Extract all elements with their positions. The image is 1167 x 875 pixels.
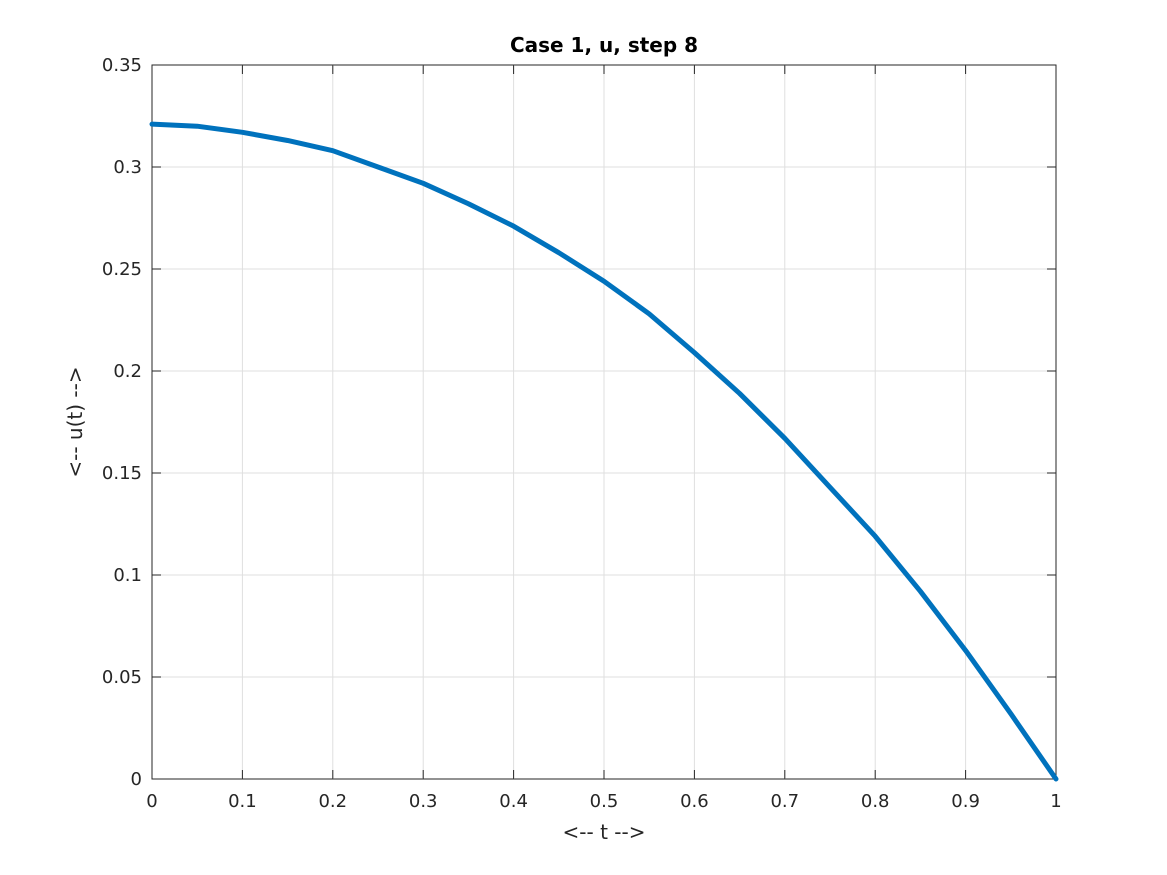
x-tick-label: 0.6 — [680, 791, 709, 812]
series-layer — [149, 121, 1059, 782]
chart-title: Case 1, u, step 8 — [510, 33, 698, 57]
grid — [152, 65, 1056, 779]
y-tick-label: 0.3 — [113, 157, 142, 178]
tick-labels: 0 0.1 0.2 0.3 0.4 0.5 0.6 0.7 0.8 0.9 1 0 0.05 0.1 0.1… — [102, 55, 1062, 812]
x-tick-label: 1 — [1050, 791, 1061, 812]
x-tick-label: 0.4 — [499, 791, 528, 812]
y-tick-label: 0.05 — [102, 667, 142, 688]
x-tick-label: 0.1 — [228, 791, 257, 812]
x-tick-label: 0.8 — [861, 791, 890, 812]
x-axis-label: <-- t --> — [563, 820, 646, 844]
x-tick-label: 0.5 — [590, 791, 619, 812]
y-tick-label: 0.15 — [102, 463, 142, 484]
x-tick-label: 0.3 — [409, 791, 438, 812]
y-tick-label: 0.25 — [102, 259, 142, 280]
y-tick-label: 0.35 — [102, 55, 142, 76]
x-tick-label: 0.7 — [770, 791, 799, 812]
y-tick-label: 0 — [131, 769, 142, 790]
y-tick-label: 0.1 — [113, 565, 142, 586]
axis-ticks — [151, 64, 1057, 780]
x-tick-label: 0 — [146, 791, 157, 812]
y-tick-label: 0.2 — [113, 361, 142, 382]
x-tick-label: 0.9 — [951, 791, 980, 812]
x-tick-label: 0.2 — [318, 791, 347, 812]
series-line — [149, 121, 1059, 782]
y-axis-label: <-- u(t) --> — [63, 366, 87, 477]
